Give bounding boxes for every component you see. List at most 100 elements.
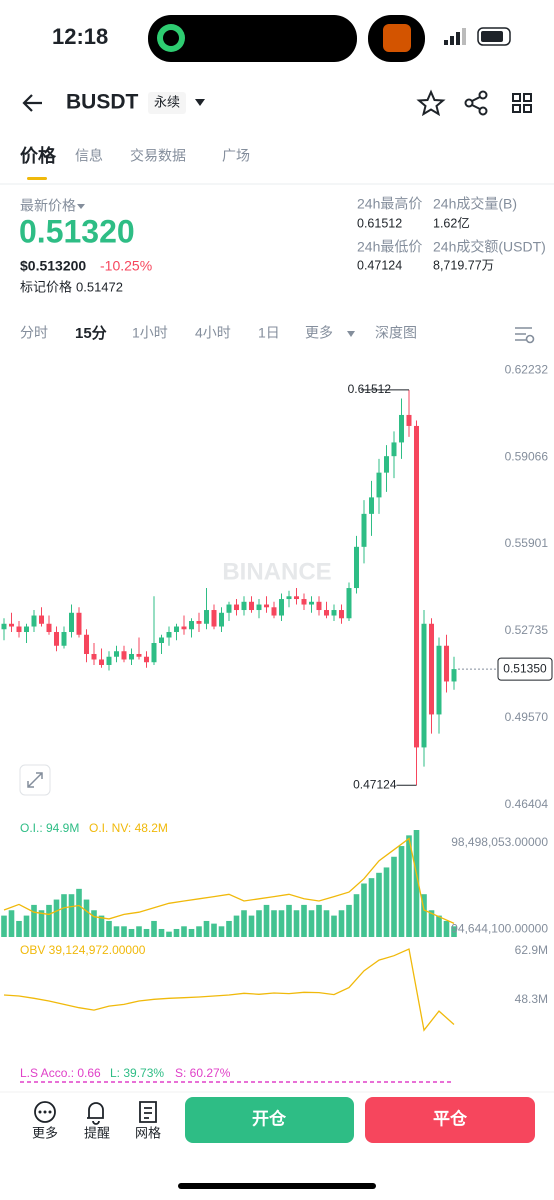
bottom-item[interactable]: 提醒 [84,1125,110,1140]
volume-bar [181,926,187,937]
volume-bar [166,931,172,937]
grid-icon[interactable] [139,1101,157,1123]
y-tick-label: 62.9M [515,943,548,957]
mark-price: 0.51472 [76,279,123,294]
usd-price: $0.513200 [20,258,86,274]
tag-bg [148,92,186,114]
price-dropdown[interactable] [77,204,85,209]
dynamic-island [148,15,357,62]
volume-bar [361,883,367,937]
candle-body [391,442,397,457]
tab-indicator [27,177,47,180]
tab[interactable]: 信息 [75,148,103,164]
volume-bar [406,835,412,937]
volume-bar [376,872,382,937]
candle-body [189,621,194,630]
price-change: -10.25% [100,258,152,274]
mark-price-label: 标记价格 [20,279,72,294]
volume-bar [128,928,135,937]
volume-bar [368,878,375,937]
volume-bar [188,928,195,937]
volume-bar [46,904,52,937]
y-tick-label: 98,498,053.00000 [451,835,548,849]
candle-body [181,626,187,630]
y-tick-label: 0.62232 [505,362,549,376]
candle-body [99,659,104,665]
volume-bar [53,899,60,937]
chart-settings[interactable] [515,327,535,344]
current-price-box [497,657,553,681]
volume-bar [391,856,397,937]
candle-body [429,623,434,715]
volume-bar [331,915,337,937]
interval[interactable]: 4小时 [195,325,231,341]
candle-body [384,456,389,473]
stat-value: 0.47124 [357,258,402,272]
high-label: 0.61512 [348,382,392,396]
volume-bar [428,910,435,937]
stat-label: 24h最低价 [357,239,422,255]
candle-body [39,615,44,624]
more-dots [38,1110,52,1114]
volume-bar [271,910,277,937]
close-button[interactable] [365,1097,535,1143]
candle-body [84,634,89,654]
volume-bar [173,928,180,937]
candle-body [106,656,112,665]
tab[interactable]: 广场 [222,148,250,164]
stat-label: 24h成交额(USDT) [433,239,546,255]
share-button[interactable] [464,90,488,116]
volume-bar [203,920,210,937]
volume-bar [248,915,255,937]
obv-line [3,948,455,1032]
volume-bar [106,920,112,937]
volume-bar [293,910,300,937]
alert-icon[interactable] [87,1102,104,1125]
candle-body [414,425,419,748]
stat-label: 24h成交量(B) [433,196,517,212]
ls-short: S: 60.27% [175,1066,231,1080]
volume-bar [301,904,307,937]
candle-body [249,601,254,611]
candle-body [114,651,119,657]
stat-value: 1.62亿 [433,215,470,230]
volume-bar [136,926,142,937]
back-button[interactable] [22,94,42,112]
candle-body [354,546,359,589]
tab[interactable]: 交易数据 [130,148,186,164]
bottom-item[interactable]: 更多 [32,1125,58,1140]
volume-bar [226,920,232,937]
candle-body [46,623,52,633]
candle-body [1,623,7,630]
candle-body [234,604,239,611]
more-icon[interactable] [34,1101,56,1123]
tab[interactable]: 价格 [20,145,57,166]
candle-body [339,610,344,619]
favorite-button[interactable] [416,89,446,117]
last-price: 0.51320 [19,213,135,249]
volume-bar [263,904,270,937]
interval[interactable]: 1小时 [132,325,168,341]
y-tick-label: 94,644,100.00000 [451,921,548,935]
interval[interactable]: 更多 [305,325,333,341]
interval[interactable]: 1日 [258,325,280,341]
candle-body [399,414,404,443]
low-label: 0.47124 [353,777,397,791]
layout-button[interactable] [512,93,532,113]
interval[interactable]: 深度图 [375,325,417,341]
interval[interactable]: 分时 [20,325,48,341]
bottom-item[interactable]: 网格 [135,1125,161,1140]
symbol-dropdown[interactable] [195,99,205,106]
interval[interactable]: 15分 [75,325,107,342]
signal-icon [444,28,466,45]
close-label: 平仓 [433,1108,468,1128]
volume-bar [143,928,150,937]
volume-bar [211,923,217,937]
candle-body [204,610,209,624]
volume-bar [413,830,420,937]
more-dropdown[interactable] [347,331,355,337]
open-button[interactable] [185,1097,354,1143]
battery-level [481,31,503,42]
candle-body [316,601,322,611]
volume-bar [353,894,360,937]
